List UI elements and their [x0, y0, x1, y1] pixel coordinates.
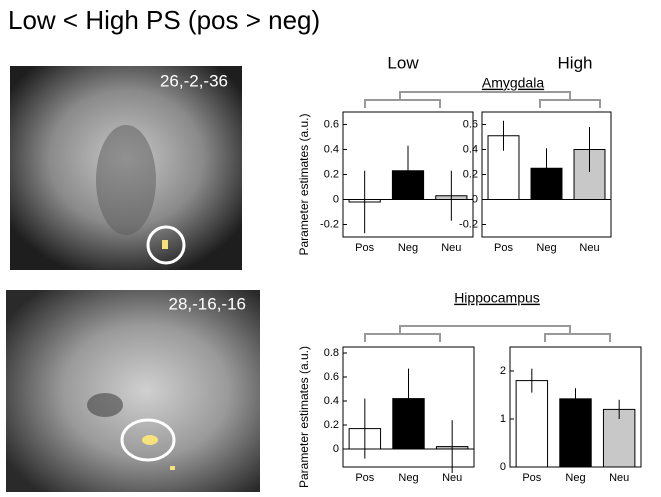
x-tick-label: Neg — [536, 242, 556, 254]
y-tick-label: 0.4 — [324, 143, 339, 155]
coordinate-label: 26,-2,-36 — [160, 71, 228, 90]
x-tick-label: Neu — [579, 242, 599, 254]
y-tick-label: 0.2 — [324, 168, 339, 180]
x-tick-label: Pos — [355, 242, 374, 254]
y-tick-label: 0.2 — [324, 419, 339, 431]
bracket — [364, 91, 611, 342]
x-tick-label: Neg — [398, 472, 418, 484]
y-tick-label: 0.8 — [324, 347, 339, 359]
figure-title: Low < High PS (pos > neg) — [8, 5, 320, 35]
brain-image: 26,-2,-36 — [10, 66, 242, 270]
region-label: Amygdala — [482, 75, 544, 91]
y-tick-label: 0.2 — [463, 168, 478, 180]
y-tick-label: 0.6 — [324, 371, 339, 383]
y-tick-label: 0.6 — [463, 118, 478, 130]
y-tick-label: 0 — [500, 461, 506, 473]
y-axis-label: Parameter estimates (a.u.) — [297, 346, 311, 488]
bar — [559, 398, 592, 468]
region-label: Hippocampus — [454, 290, 540, 306]
y-tick-label: -0.2 — [320, 218, 339, 230]
y-tick-label: 0 — [333, 193, 339, 205]
coordinate-label: 28,-16,-16 — [169, 294, 247, 313]
y-tick-label: -0.2 — [459, 218, 478, 230]
y-tick-label: 2 — [500, 365, 506, 377]
y-tick-label: 1 — [500, 413, 506, 425]
y-tick-label: 0 — [333, 443, 339, 455]
x-tick-label: Neu — [609, 472, 629, 484]
column-label: High — [558, 53, 593, 72]
x-tick-label: Neg — [398, 242, 418, 254]
x-tick-label: Neu — [441, 242, 461, 254]
y-tick-label: 0 — [472, 193, 478, 205]
plot-frame — [342, 346, 475, 468]
x-tick-label: Pos — [522, 472, 541, 484]
brain-image: 28,-16,-16 — [6, 290, 260, 492]
x-tick-label: Pos — [494, 242, 513, 254]
y-tick-label: 0.6 — [324, 118, 339, 130]
y-tick-label: 0.4 — [324, 395, 339, 407]
x-tick-label: Neu — [442, 472, 462, 484]
y-axis-label: Parameter estimates (a.u.) — [297, 113, 311, 255]
bar — [515, 380, 549, 468]
column-label: Low — [387, 53, 419, 72]
y-tick-label: 0.4 — [463, 143, 478, 155]
x-tick-label: Neg — [565, 472, 585, 484]
x-tick-label: Pos — [355, 472, 374, 484]
